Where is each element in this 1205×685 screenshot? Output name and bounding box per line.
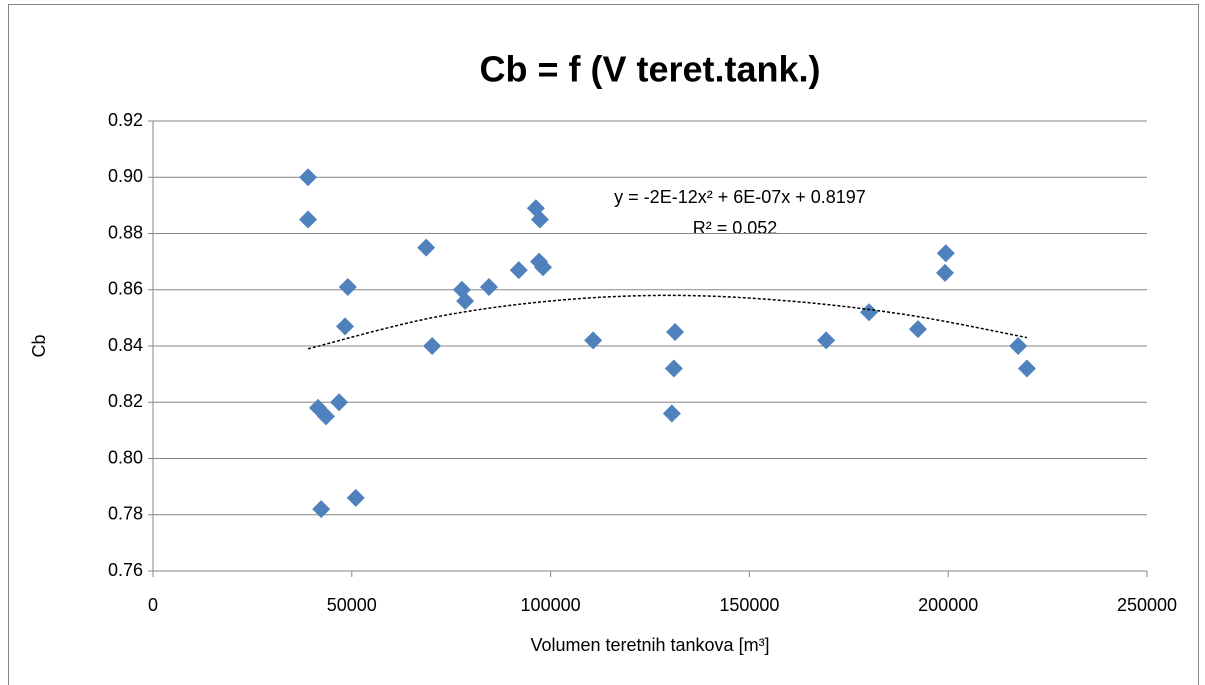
marker (1017, 359, 1036, 378)
x-tick-label: 50000 (327, 595, 377, 615)
r-squared: R² = 0.052 (693, 218, 778, 238)
x-tick-label: 100000 (521, 595, 581, 615)
marker (423, 337, 442, 355)
marker (338, 277, 357, 296)
marker (509, 261, 528, 280)
y-tick-label: 0.90 (108, 166, 143, 186)
marker (936, 263, 955, 282)
y-tick-label: 0.80 (108, 447, 143, 467)
marker (860, 303, 879, 322)
marker (817, 331, 836, 350)
trendline (307, 294, 1028, 350)
marker (456, 292, 475, 310)
marker (316, 407, 335, 426)
marker (936, 244, 955, 263)
trendline-equation: y = -2E-12x² + 6E-07x + 0.8197 (614, 187, 866, 207)
marker (908, 320, 927, 339)
x-tick-label: 200000 (918, 595, 978, 615)
marker (664, 359, 683, 378)
marker (584, 331, 603, 350)
marker (312, 500, 331, 519)
x-tick-label: 250000 (1117, 595, 1177, 615)
y-tick-label: 0.88 (108, 222, 143, 242)
x-tick-label: 150000 (719, 595, 779, 615)
marker (1009, 337, 1028, 355)
marker (336, 317, 355, 336)
marker (299, 168, 318, 187)
y-tick-label: 0.84 (108, 335, 143, 355)
marker (530, 210, 549, 229)
y-tick-label: 0.76 (108, 560, 143, 580)
marker (666, 322, 685, 341)
y-axis-title: Cb (29, 334, 49, 357)
y-tick-label: 0.78 (108, 504, 143, 524)
y-tick-label: 0.82 (108, 391, 143, 411)
marker (299, 210, 318, 229)
marker (479, 277, 498, 296)
x-tick-label: 0 (148, 595, 158, 615)
marker (662, 404, 681, 423)
marker (417, 238, 436, 257)
marker (346, 488, 365, 507)
y-tick-label: 0.86 (108, 279, 143, 299)
x-axis-title: Volumen teretnih tankova [m³] (530, 635, 769, 655)
chart-border (8, 4, 1199, 685)
marker (534, 258, 553, 277)
chart-title: Cb = f (V teret.tank.) (479, 49, 820, 90)
marker (330, 393, 349, 412)
y-tick-label: 0.92 (108, 110, 143, 130)
